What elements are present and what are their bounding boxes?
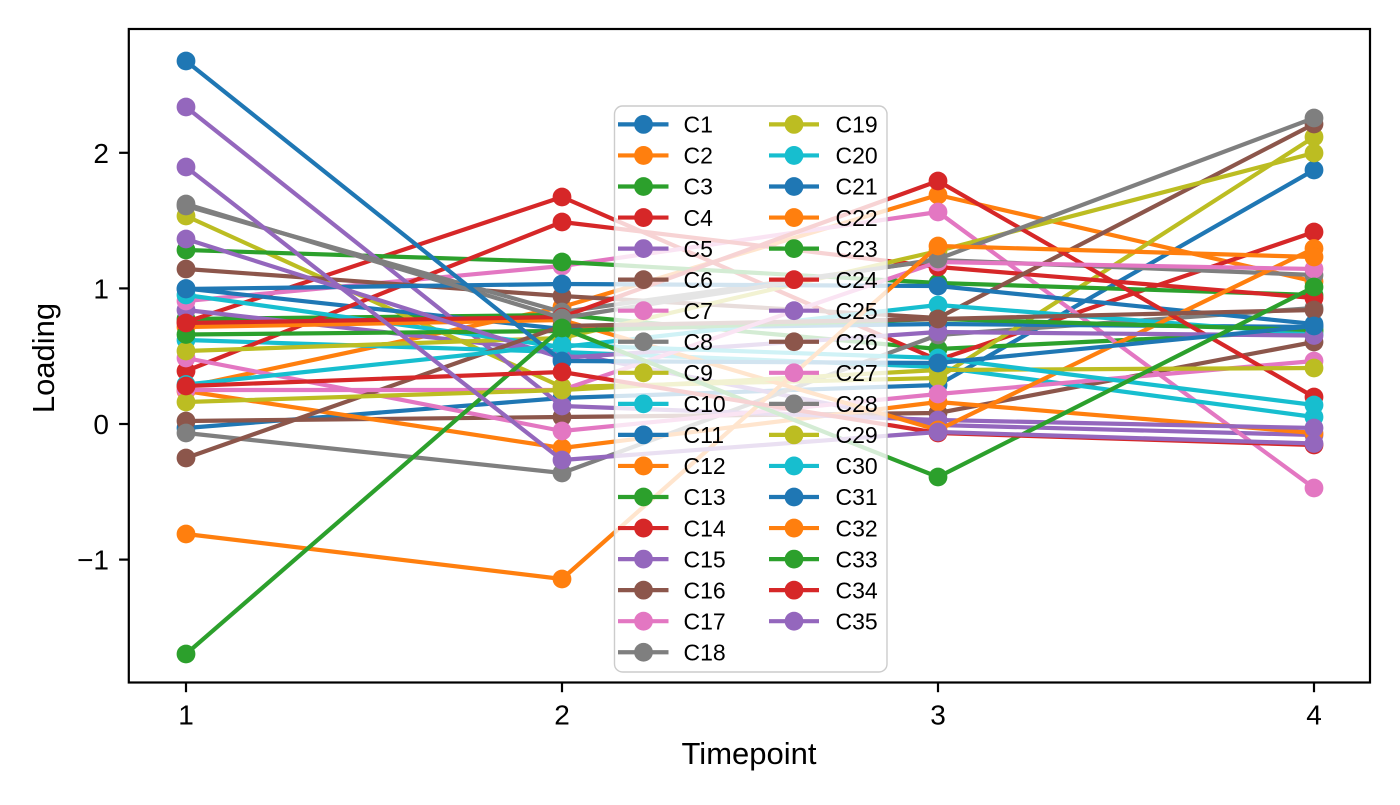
- svg-text:C30: C30: [836, 453, 878, 479]
- svg-text:Timepoint: Timepoint: [682, 736, 817, 771]
- svg-text:0: 0: [93, 409, 109, 440]
- svg-text:C16: C16: [684, 577, 726, 603]
- svg-text:1: 1: [178, 700, 194, 731]
- svg-text:C27: C27: [836, 360, 878, 386]
- svg-text:C10: C10: [684, 391, 726, 417]
- svg-text:C29: C29: [836, 422, 878, 448]
- svg-text:C2: C2: [684, 143, 713, 169]
- svg-text:C8: C8: [684, 329, 713, 355]
- svg-text:C12: C12: [684, 453, 726, 479]
- svg-text:C31: C31: [836, 484, 878, 510]
- svg-text:C34: C34: [836, 577, 878, 603]
- svg-text:C26: C26: [836, 329, 878, 355]
- svg-text:C7: C7: [684, 298, 713, 324]
- svg-text:1: 1: [93, 273, 109, 304]
- svg-text:C18: C18: [684, 639, 726, 665]
- svg-text:C33: C33: [836, 546, 878, 572]
- svg-text:4: 4: [1306, 700, 1322, 731]
- svg-text:C22: C22: [836, 205, 878, 231]
- svg-text:−1: −1: [77, 545, 109, 576]
- svg-text:C14: C14: [684, 515, 726, 541]
- svg-text:C35: C35: [836, 608, 878, 634]
- svg-text:C25: C25: [836, 298, 878, 324]
- svg-text:C9: C9: [684, 360, 713, 386]
- svg-text:2: 2: [93, 138, 109, 169]
- svg-text:C32: C32: [836, 515, 878, 541]
- svg-text:Loading: Loading: [26, 303, 61, 413]
- svg-text:C17: C17: [684, 608, 726, 634]
- svg-text:C3: C3: [684, 174, 713, 200]
- svg-text:C28: C28: [836, 391, 878, 417]
- svg-text:C1: C1: [684, 112, 713, 138]
- svg-text:C6: C6: [684, 267, 713, 293]
- svg-text:C20: C20: [836, 143, 878, 169]
- svg-text:C23: C23: [836, 236, 878, 262]
- svg-text:3: 3: [930, 700, 946, 731]
- svg-text:C15: C15: [684, 546, 726, 572]
- svg-text:C11: C11: [684, 422, 725, 448]
- svg-text:C21: C21: [836, 174, 878, 200]
- svg-text:C24: C24: [836, 267, 878, 293]
- svg-text:C13: C13: [684, 484, 726, 510]
- svg-text:C5: C5: [684, 236, 713, 262]
- svg-text:C19: C19: [836, 112, 878, 138]
- svg-text:C4: C4: [684, 205, 714, 231]
- svg-text:2: 2: [554, 700, 570, 731]
